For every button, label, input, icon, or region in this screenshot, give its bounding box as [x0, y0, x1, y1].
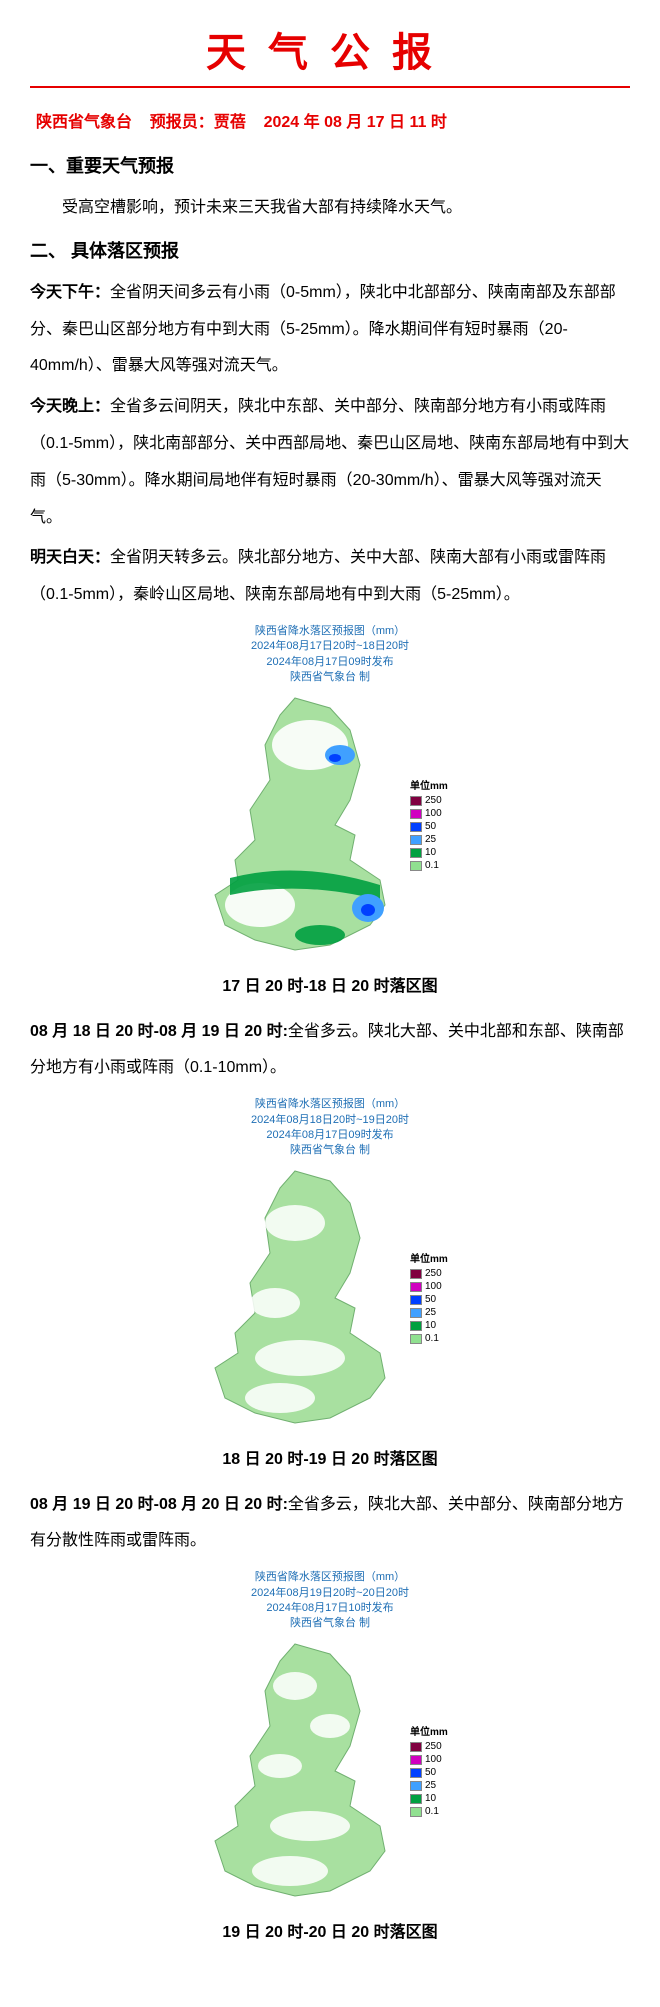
legend-swatch [410, 1807, 422, 1817]
map3-legend: 单位mm 250 100 50 25 10 0.1 [410, 1723, 448, 1818]
forecaster-label: 预报员： [150, 114, 214, 131]
legend-label: 50 [425, 1293, 436, 1306]
map2-titles: 陕西省降水落区预报图（mm） 2024年08月18日20时~19日20时 202… [30, 1097, 630, 1159]
legend-label: 0.1 [425, 1805, 439, 1818]
map-title-line: 陕西省降水落区预报图（mm） [30, 1097, 630, 1112]
legend-label: 10 [425, 846, 436, 859]
legend-swatch [410, 1742, 422, 1752]
legend-label: 100 [425, 807, 442, 820]
period-label: 08 月 19 日 20 时-08 月 20 日 20 时: [30, 1496, 288, 1513]
map3-block: 陕西省降水落区预报图（mm） 2024年08月19日20时~20日20时 202… [30, 1570, 630, 1906]
map1-caption: 17 日 20 时-18 日 20 时落区图 [30, 972, 630, 996]
legend-swatch [410, 1334, 422, 1344]
period-body: 全省多云间阴天，陕北中东部、关中部分、陕南部分地方有小雨或阵雨（0.1-5mm）… [30, 398, 629, 525]
period-label: 今天下午： [30, 284, 110, 301]
legend-swatch [410, 1269, 422, 1279]
map1-svg [200, 690, 400, 960]
legend-swatch [410, 1794, 422, 1804]
legend-swatch [410, 1282, 422, 1292]
forecast-today-afternoon: 今天下午：全省阴天间多云有小雨（0-5mm），陕北中北部部分、陕南南部及东部部分… [30, 275, 630, 385]
forecast-tonight: 今天晚上：全省多云间阴天，陕北中东部、关中部分、陕南部分地方有小雨或阵雨（0.1… [30, 389, 630, 536]
period-body: 全省阴天转多云。陕北部分地方、关中大部、陕南大部有小雨或雷阵雨（0.1-5mm）… [30, 549, 606, 603]
map-title-line: 2024年08月17日09时发布 [30, 1128, 630, 1143]
forecast-18-19: 08 月 18 日 20 时-08 月 19 日 20 时:全省多云。陕北大部、… [30, 1014, 630, 1088]
legend-label: 50 [425, 820, 436, 833]
legend-swatch [410, 848, 422, 858]
legend-swatch [410, 809, 422, 819]
legend-label: 10 [425, 1319, 436, 1332]
legend-label: 25 [425, 833, 436, 846]
map-title-line: 2024年08月17日10时发布 [30, 1601, 630, 1616]
map3-titles: 陕西省降水落区预报图（mm） 2024年08月19日20时~20日20时 202… [30, 1570, 630, 1632]
map2-caption: 18 日 20 时-19 日 20 时落区图 [30, 1445, 630, 1469]
legend-swatch [410, 1755, 422, 1765]
legend-swatch [410, 835, 422, 845]
legend-label: 25 [425, 1306, 436, 1319]
legend-label: 0.1 [425, 1332, 439, 1345]
legend-label: 0.1 [425, 859, 439, 872]
period-label: 今天晚上： [30, 398, 110, 415]
forecast-tomorrow-day: 明天白天：全省阴天转多云。陕北部分地方、关中大部、陕南大部有小雨或雷阵雨（0.1… [30, 540, 630, 614]
section1-summary: 受高空槽影响，预计未来三天我省大部有持续降水天气。 [30, 190, 630, 227]
station: 陕西省气象台 [36, 114, 132, 131]
period-label: 08 月 18 日 20 时-08 月 19 日 20 时: [30, 1023, 288, 1040]
legend-unit: 单位mm [410, 1723, 448, 1738]
map-title-line: 2024年08月17日09时发布 [30, 655, 630, 670]
legend-swatch [410, 1308, 422, 1318]
section2-heading: 二、 具体落区预报 [30, 237, 630, 263]
map-title-line: 2024年08月19日20时~20日20时 [30, 1586, 630, 1601]
legend-unit: 单位mm [410, 1250, 448, 1265]
legend-swatch [410, 1781, 422, 1791]
section1-heading: 一、重要天气预报 [30, 152, 630, 178]
map-title-line: 陕西省降水落区预报图（mm） [30, 624, 630, 639]
map-title-line: 陕西省气象台 制 [30, 1143, 630, 1158]
map-title-line: 2024年08月17日20时~18日20时 [30, 639, 630, 654]
legend-swatch [410, 1768, 422, 1778]
map-title-line: 陕西省气象台 制 [30, 1616, 630, 1631]
legend-swatch [410, 822, 422, 832]
map-title-line: 2024年08月18日20时~19日20时 [30, 1113, 630, 1128]
map1-block: 陕西省降水落区预报图（mm） 2024年08月17日20时~18日20时 202… [30, 624, 630, 960]
legend-label: 100 [425, 1280, 442, 1293]
legend-swatch [410, 796, 422, 806]
legend-swatch [410, 1295, 422, 1305]
forecast-19-20: 08 月 19 日 20 时-08 月 20 日 20 时:全省多云，陕北大部、… [30, 1487, 630, 1561]
map1-legend: 单位mm 250 100 50 25 10 0.1 [410, 777, 448, 872]
map-title-line: 陕西省气象台 制 [30, 670, 630, 685]
legend-unit: 单位mm [410, 777, 448, 792]
map3-svg [200, 1636, 400, 1906]
legend-label: 50 [425, 1766, 436, 1779]
legend-label: 250 [425, 794, 442, 807]
title-divider [30, 86, 630, 88]
legend-label: 100 [425, 1753, 442, 1766]
meta-line: 陕西省气象台 预报员：贾蓓 2024 年 08 月 17 日 11 时 [30, 108, 630, 132]
map2-block: 陕西省降水落区预报图（mm） 2024年08月18日20时~19日20时 202… [30, 1097, 630, 1433]
legend-label: 250 [425, 1740, 442, 1753]
legend-label: 250 [425, 1267, 442, 1280]
map2-svg [200, 1163, 400, 1433]
legend-swatch [410, 861, 422, 871]
forecaster-name: 贾蓓 [214, 114, 246, 131]
legend-swatch [410, 1321, 422, 1331]
issue-datetime: 2024 年 08 月 17 日 11 时 [264, 114, 447, 131]
map2-legend: 单位mm 250 100 50 25 10 0.1 [410, 1250, 448, 1345]
legend-label: 25 [425, 1779, 436, 1792]
legend-label: 10 [425, 1792, 436, 1805]
map3-caption: 19 日 20 时-20 日 20 时落区图 [30, 1918, 630, 1942]
page-title: 天气公报 [30, 20, 630, 78]
map1-titles: 陕西省降水落区预报图（mm） 2024年08月17日20时~18日20时 202… [30, 624, 630, 686]
period-label: 明天白天： [30, 549, 110, 566]
period-body: 全省阴天间多云有小雨（0-5mm），陕北中北部部分、陕南南部及东部部分、秦巴山区… [30, 284, 616, 375]
map-title-line: 陕西省降水落区预报图（mm） [30, 1570, 630, 1585]
